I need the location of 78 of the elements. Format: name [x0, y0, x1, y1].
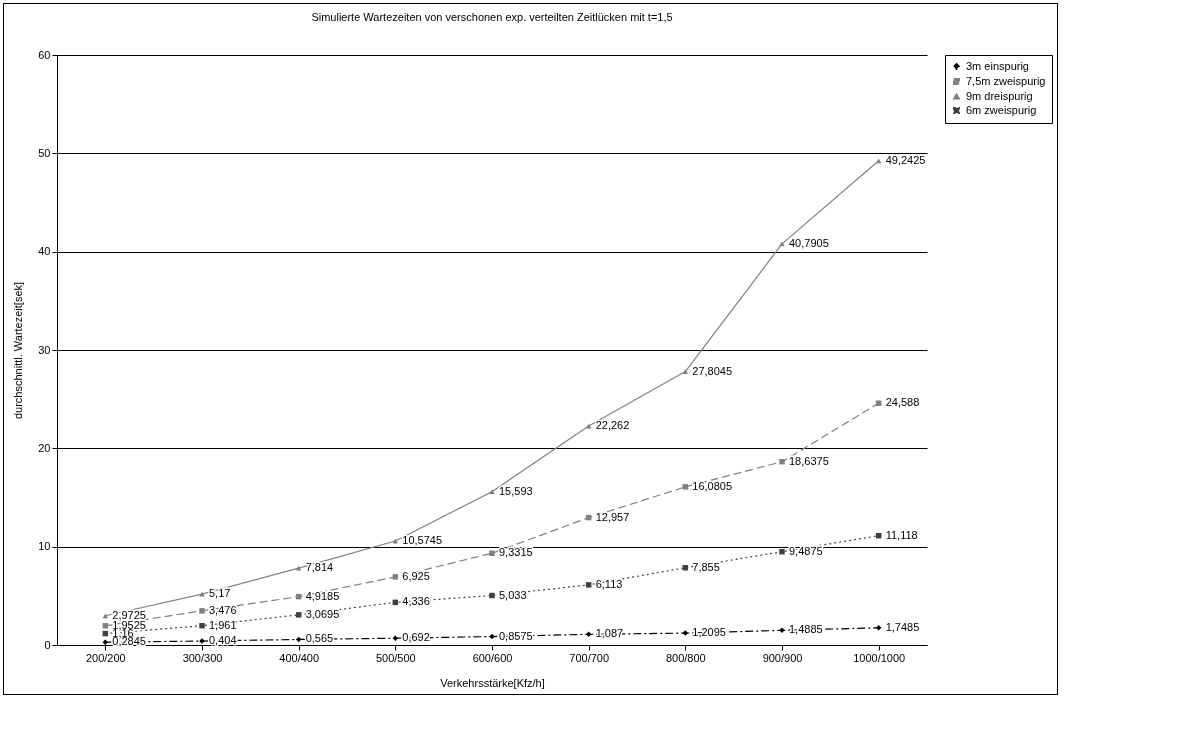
- data-label: 22,262: [595, 419, 630, 432]
- data-label: 15,593: [499, 484, 533, 497]
- point: [199, 608, 205, 614]
- data-label: 1,961: [209, 618, 237, 631]
- chart-title: Simulierte Wartezeiten von verschonen exp. verteilten Zeitlücken mit t=1,5: [311, 11, 673, 23]
- x-tick-label: 300/300: [182, 651, 223, 664]
- data-label: 18,6375: [789, 454, 829, 467]
- x-tick-label: 600/600: [472, 651, 513, 664]
- point: [682, 369, 689, 374]
- point: [489, 592, 495, 599]
- point: [102, 613, 109, 619]
- legend-label: 6m zweispurig: [966, 103, 1037, 116]
- point: [682, 630, 689, 636]
- data-label: 0,565: [305, 632, 334, 645]
- data-label: 16,0805: [692, 479, 733, 492]
- data-label: 6,925: [402, 569, 430, 582]
- point: [779, 627, 785, 634]
- y-tick-label: 0: [44, 638, 51, 651]
- x-tick-label: 700/700: [569, 651, 610, 664]
- x-tick-label: 500/500: [375, 651, 416, 664]
- point: [875, 158, 882, 164]
- y-tick-label: 50: [38, 146, 51, 159]
- point: [682, 484, 689, 490]
- data-label: 0,404: [209, 634, 237, 647]
- y-axis-title: durchschnittl. Wartezeit[sek]: [12, 281, 25, 420]
- data-label: 2,9725: [112, 608, 146, 621]
- point: [585, 631, 592, 638]
- y-tick-label: 30: [38, 343, 51, 356]
- point: [102, 639, 109, 645]
- legend-label: 3m einspurig: [966, 59, 1029, 72]
- data-label: 27,8045: [692, 364, 733, 377]
- data-label: 49,2425: [885, 153, 926, 166]
- point: [779, 458, 785, 465]
- point: [875, 400, 882, 406]
- point: [489, 550, 495, 556]
- data-label: 11,118: [885, 528, 918, 541]
- data-label: 9,4875: [789, 544, 823, 557]
- data-label: 0,8575: [499, 629, 533, 642]
- data-label: 4,336: [402, 595, 430, 608]
- data-label: 3,0695: [305, 607, 340, 620]
- data-label: 3,476: [209, 603, 237, 616]
- y-tick-label: 20: [38, 441, 51, 454]
- data-label: 40,7905: [789, 236, 829, 249]
- data-label: 7,814: [305, 561, 334, 574]
- data-label: 6,113: [595, 577, 623, 590]
- point: [489, 489, 495, 495]
- y-tick-label: 40: [38, 245, 51, 258]
- data-label: 12,957: [595, 510, 630, 523]
- point: [102, 623, 109, 629]
- y-tick-label: 10: [38, 540, 51, 553]
- x-tick-label: 1000/1000: [853, 651, 906, 664]
- data-label: 10,5745: [402, 534, 443, 547]
- point: [199, 622, 205, 629]
- point: [779, 548, 785, 555]
- y-tick-label: 60: [38, 48, 51, 61]
- point: [489, 633, 495, 640]
- data-label: 4,9185: [305, 589, 340, 602]
- data-label: 1,7485: [885, 620, 920, 633]
- point: [875, 625, 882, 631]
- point: [392, 574, 399, 580]
- x-tick-label: 200/200: [85, 651, 126, 664]
- data-label: 5,033: [499, 588, 527, 601]
- point: [295, 565, 302, 571]
- x-tick-label: 800/800: [665, 651, 706, 664]
- point: [585, 582, 592, 588]
- legend-label: 7,5m zweispurig: [966, 74, 1046, 87]
- data-label: 5,17: [209, 587, 231, 600]
- data-label: 7,855: [692, 560, 720, 573]
- x-tick-label: 400/400: [279, 651, 320, 664]
- x-tick-label: 900/900: [762, 651, 803, 664]
- point: [199, 591, 205, 597]
- point: [392, 635, 399, 641]
- point: [295, 612, 302, 618]
- data-label: 9,3315: [499, 546, 533, 559]
- legend-label: 9m dreispurig: [966, 89, 1033, 102]
- x-axis-title: Verkehrsstärke[Kfz/h]: [440, 676, 545, 689]
- data-label: 24,588: [885, 396, 920, 409]
- point: [779, 241, 785, 247]
